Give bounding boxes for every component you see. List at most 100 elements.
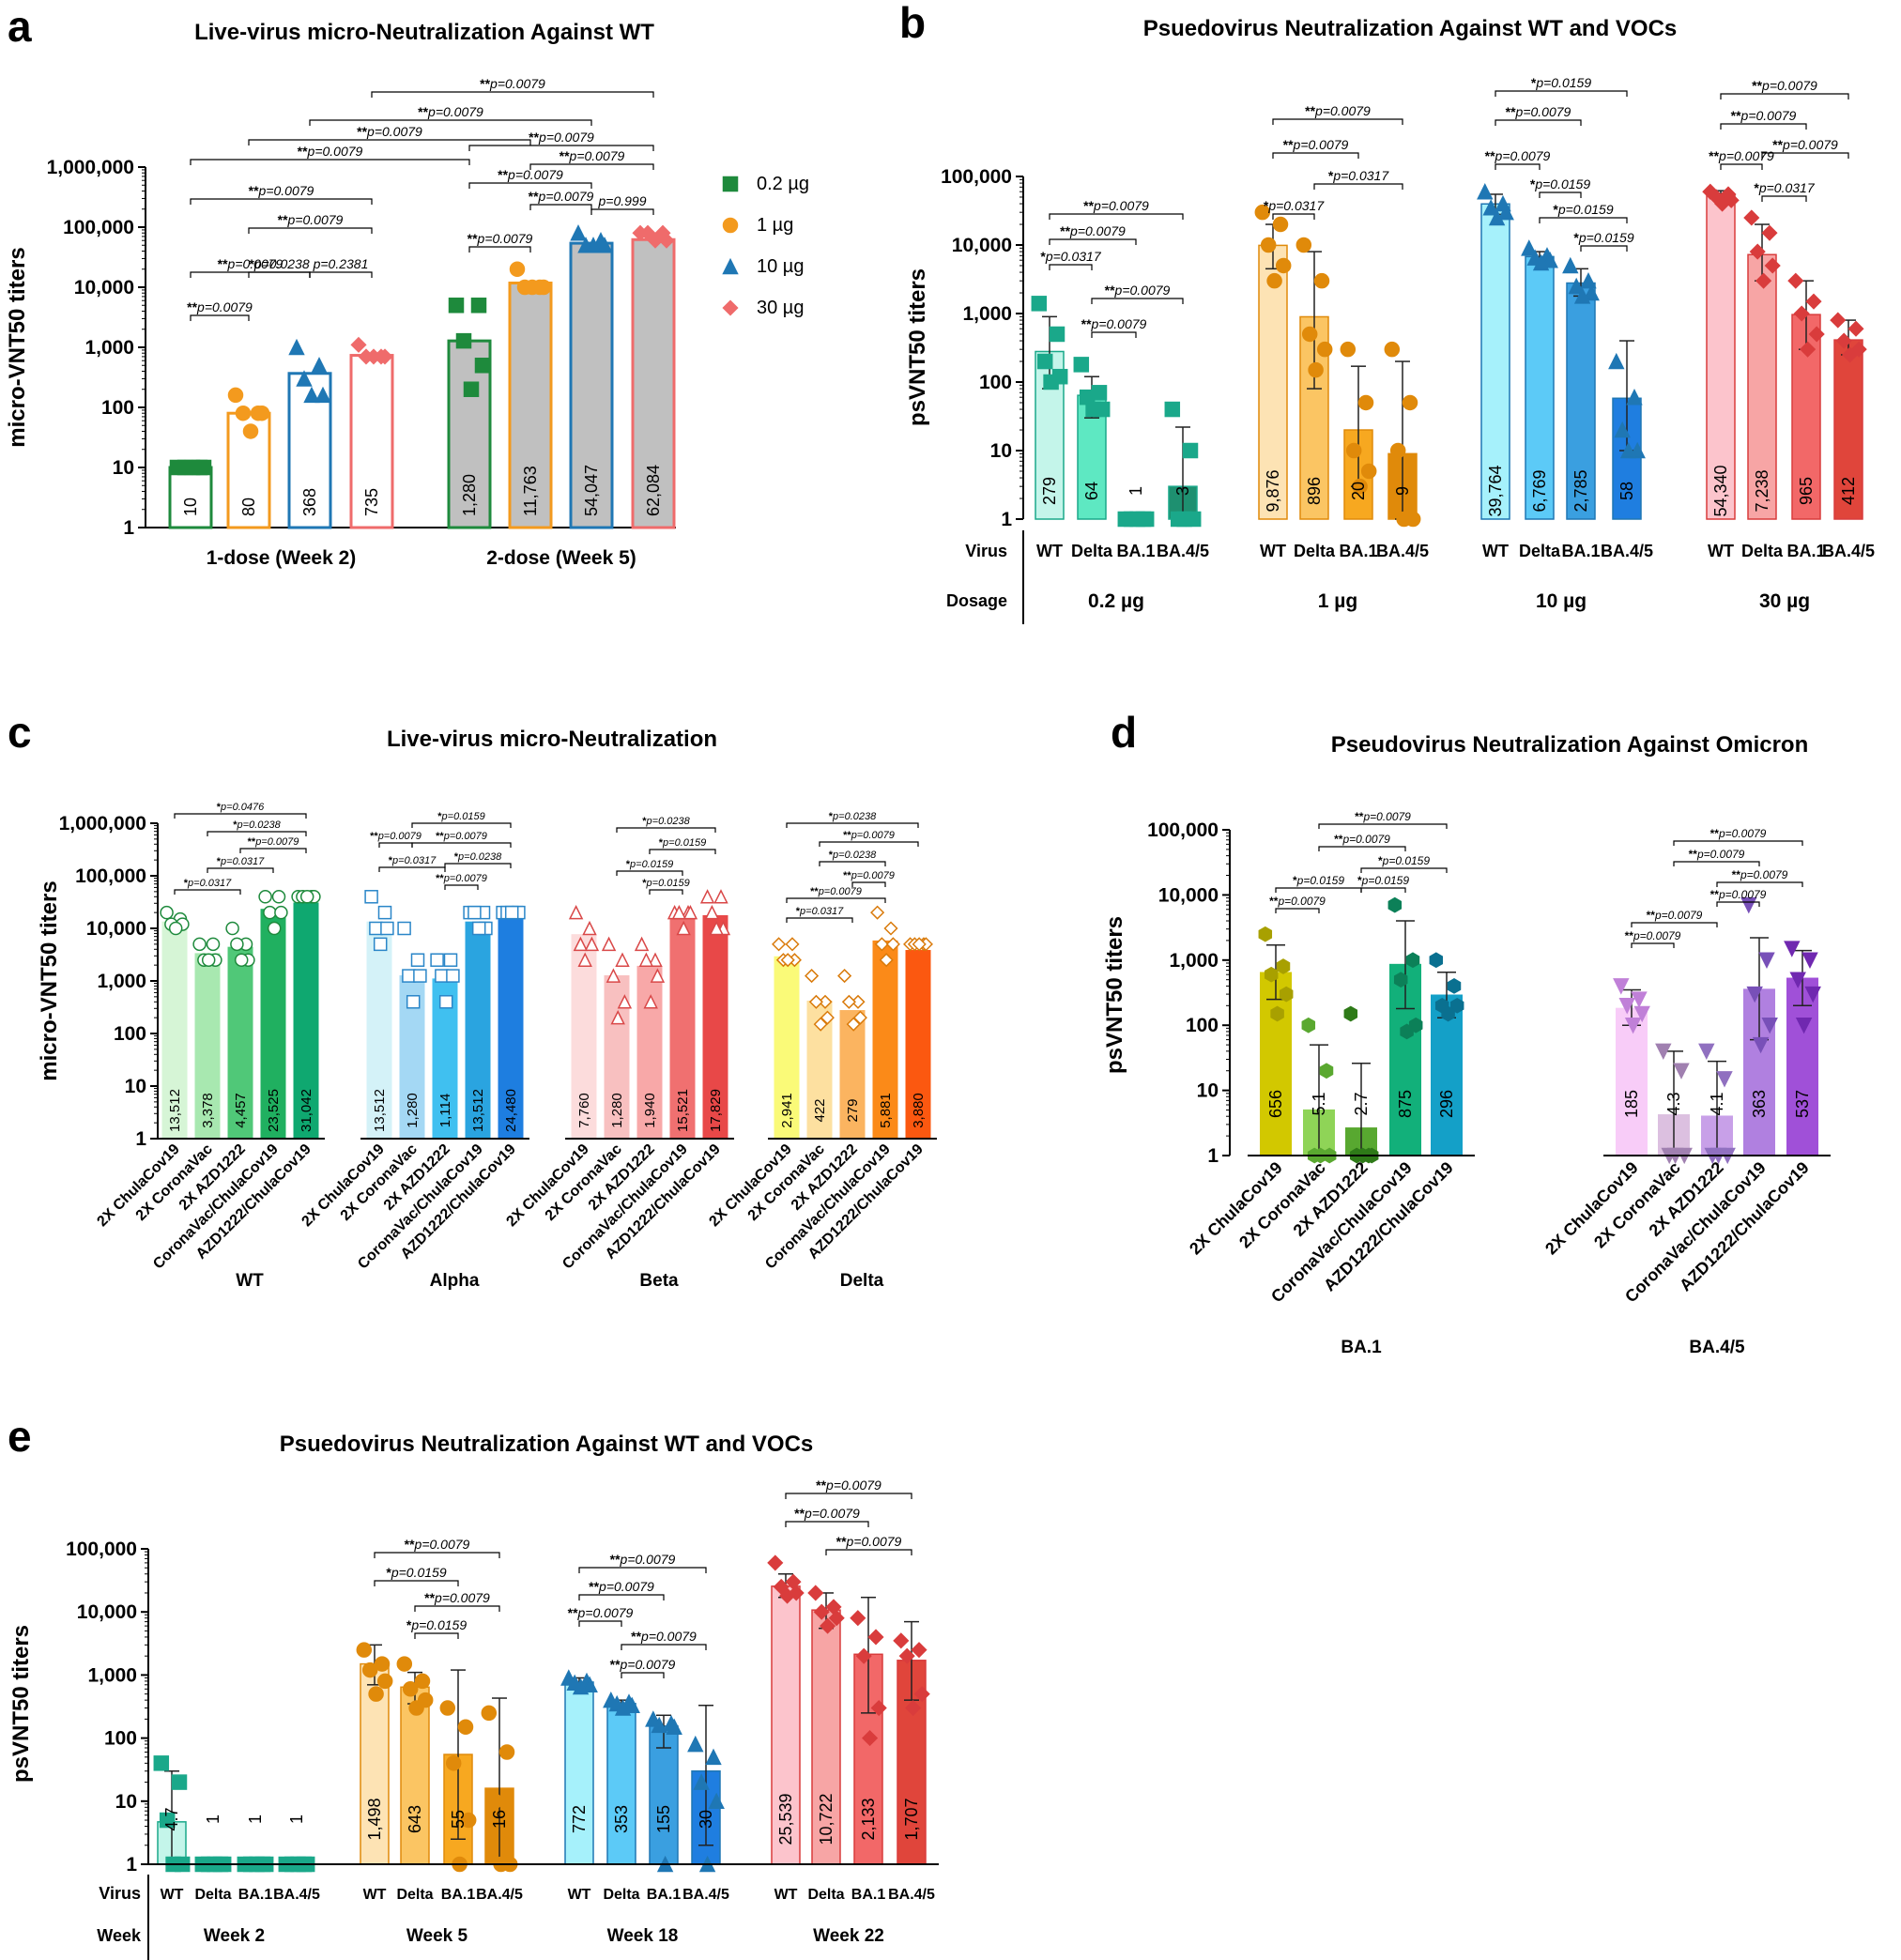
significance-stars: * xyxy=(1553,202,1558,217)
data-point xyxy=(263,905,277,920)
data-point xyxy=(1319,1063,1334,1080)
p-value: p=0.0476 xyxy=(220,802,265,813)
data-point xyxy=(1313,272,1330,289)
data-point xyxy=(1264,966,1279,983)
significance-stars: * xyxy=(829,850,834,861)
p-value: p=0.0079 xyxy=(434,1590,490,1605)
significance-label: *p=0.0317 xyxy=(1264,198,1325,213)
data-point xyxy=(1129,511,1145,528)
significance-bracket xyxy=(248,139,531,145)
p-value: p=0.0079 xyxy=(1314,103,1371,118)
y-tick-label: 1 xyxy=(123,517,134,539)
bar xyxy=(872,940,898,1139)
data-point xyxy=(1573,287,1591,304)
data-point xyxy=(1073,357,1090,373)
x-category-label: WT xyxy=(161,1887,184,1903)
bar-value-label: 55 xyxy=(449,1810,468,1829)
data-point xyxy=(779,1587,796,1604)
significance-stars: * xyxy=(659,837,664,849)
significance-stars: ** xyxy=(1731,108,1741,123)
x-category-label: Delta xyxy=(1071,542,1113,560)
y-axis-label: psVNT50 titers xyxy=(1102,916,1127,1074)
p-value: p=0.0079 xyxy=(640,1629,697,1644)
data-point xyxy=(913,1686,930,1703)
significance-bracket xyxy=(207,867,274,873)
data-point xyxy=(311,357,328,374)
significance-label: **p=0.0079 xyxy=(370,831,422,842)
significance-bracket xyxy=(248,227,373,234)
p-value: p=0.0079 xyxy=(307,144,363,159)
bar xyxy=(1833,339,1863,520)
bar-value-label: 2.7 xyxy=(1352,1092,1371,1115)
data-point xyxy=(361,1661,378,1678)
significance-bracket xyxy=(190,198,373,205)
data-point xyxy=(1402,394,1418,411)
significance-label: *p=0.0159 xyxy=(1531,75,1591,90)
bar xyxy=(774,956,800,1139)
bar-value-label: 17,829 xyxy=(708,1089,724,1132)
data-point xyxy=(408,1700,424,1716)
p-value: p=0.0079 xyxy=(477,231,533,246)
x-category-label: BA.4/5 xyxy=(1822,542,1875,560)
significance-label: *p=0.0238 xyxy=(233,819,281,831)
x-category-label: BA.4/5 xyxy=(1601,542,1653,560)
data-point xyxy=(828,1610,845,1627)
data-point xyxy=(772,937,787,952)
data-point xyxy=(1758,952,1775,969)
data-point xyxy=(1488,208,1506,226)
significance-bracket xyxy=(529,163,654,170)
significance-label: **p=0.0079 xyxy=(836,1534,902,1549)
significance-bracket xyxy=(819,841,919,847)
significance-label: *p=0.0159 xyxy=(437,811,484,822)
data-point xyxy=(820,1617,836,1634)
data-point xyxy=(271,890,286,904)
significance-stars: * xyxy=(217,856,222,867)
x-category-label: BA.4/5 xyxy=(476,1887,523,1903)
data-point xyxy=(606,968,621,983)
data-point xyxy=(380,921,394,936)
significance-bracket xyxy=(174,813,307,819)
group-label: 0.2 µg xyxy=(1088,590,1144,612)
bar-value-label: 875 xyxy=(1396,1090,1415,1118)
data-point xyxy=(402,1681,419,1697)
data-point xyxy=(1541,252,1558,268)
data-point xyxy=(242,423,259,439)
x-category-label: WT xyxy=(568,1887,591,1903)
bar-value-label: 13,512 xyxy=(372,1089,388,1132)
significance-bracket xyxy=(1720,163,1763,170)
chart-title: Psuedovirus Neutralization Against WT an… xyxy=(280,1432,814,1457)
data-point xyxy=(808,994,823,1009)
bar-value-label: 3,880 xyxy=(911,1093,927,1128)
data-point xyxy=(1562,256,1579,274)
p-value: p=0.0079 xyxy=(620,1657,676,1672)
bar-value-label: 363 xyxy=(1750,1090,1769,1118)
significance-bracket xyxy=(1272,118,1403,125)
bar-value-label: 1 xyxy=(1127,486,1145,496)
data-point xyxy=(1532,253,1550,271)
data-point xyxy=(1698,1043,1715,1060)
data-point xyxy=(874,937,889,952)
data-point xyxy=(1626,389,1643,406)
x-category-label: WT xyxy=(1036,542,1063,560)
bar-value-label: 656 xyxy=(1266,1090,1285,1118)
p-value: p=0.0079 xyxy=(1718,827,1767,840)
y-tick-label: 100,000 xyxy=(66,1539,137,1560)
data-point xyxy=(438,995,453,1009)
data-point xyxy=(614,1699,632,1716)
data-point xyxy=(1345,442,1362,459)
data-point xyxy=(1804,986,1821,1003)
bar xyxy=(1706,193,1736,520)
data-point xyxy=(687,1735,704,1753)
significance-stars: * xyxy=(796,906,801,917)
p-value: p=0.0079 xyxy=(443,831,487,842)
significance-bracket xyxy=(207,831,307,836)
significance-label: **p=0.0079 xyxy=(1709,148,1774,163)
p-value: p=0.0317 xyxy=(1045,249,1102,264)
significance-label: *p=0.0317 xyxy=(217,856,265,867)
y-tick-label: 1 xyxy=(126,1854,137,1876)
p-value: p=0.0238 xyxy=(457,851,502,863)
data-point xyxy=(1746,986,1763,1003)
significance-stars: ** xyxy=(436,831,444,842)
data-point xyxy=(1260,237,1277,253)
significance-bracket xyxy=(414,1632,459,1639)
